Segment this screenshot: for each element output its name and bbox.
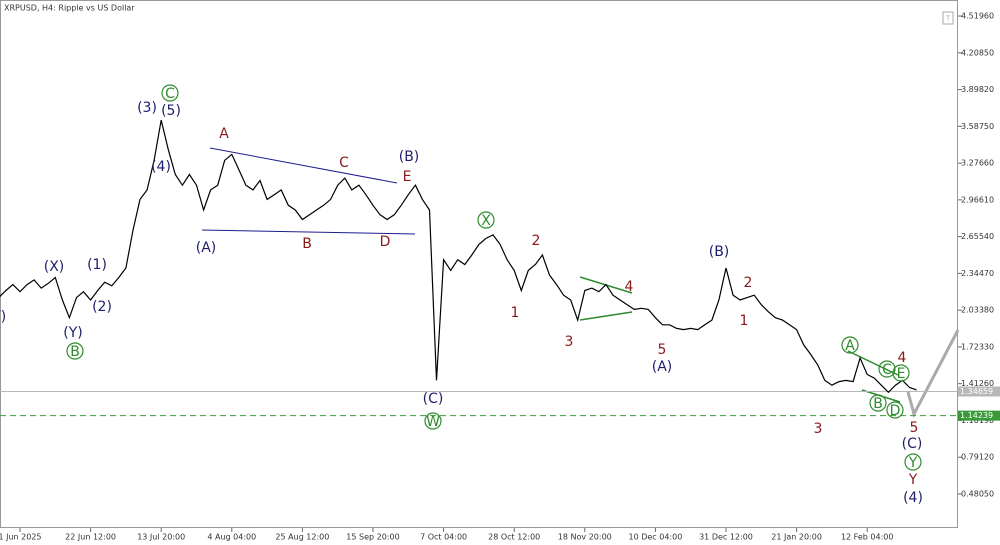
x-tick-label: 12 Feb 04:00 — [841, 533, 893, 542]
wave-label: 1 — [740, 313, 749, 329]
wave-label: (4) — [151, 159, 171, 175]
trend-line — [847, 350, 899, 376]
price-label-box — [958, 386, 1000, 397]
wave-circle — [841, 336, 859, 354]
wave-label: B — [302, 236, 312, 252]
y-tick-label: 2.03380 — [961, 306, 994, 315]
y-tick-label: 3.89820 — [961, 85, 994, 94]
x-tick-label: 21 Jan 20:00 — [771, 533, 822, 542]
x-tick-label: 10 Dec 04:00 — [628, 533, 682, 542]
scale-button-icon: T — [945, 15, 951, 23]
y-tick-label: 1.72330 — [961, 342, 994, 351]
wave-circle — [892, 364, 910, 382]
wave-label: B — [873, 396, 883, 412]
price-label: 1.14239 — [960, 411, 993, 420]
x-tick-label: 7 Oct 04:00 — [420, 533, 467, 542]
wave-circle — [161, 84, 179, 102]
wave-label: (B) — [709, 244, 730, 260]
x-tick-label: 1 Jun 2025 — [0, 533, 42, 542]
wave-label: 2 — [744, 275, 753, 291]
wave-label: D — [380, 234, 391, 250]
wave-circle — [886, 401, 904, 419]
y-tick-label: 2.34470 — [961, 269, 994, 278]
wave-label: C — [165, 86, 175, 102]
wave-label: C — [339, 155, 349, 171]
x-tick-label: 18 Nov 20:00 — [558, 533, 612, 542]
wave-label: 2 — [532, 233, 541, 249]
trend-line — [579, 311, 633, 321]
wave-label: X — [481, 213, 491, 229]
wave-label: 1 — [511, 305, 520, 321]
wave-label: (1) — [87, 257, 107, 273]
y-tick-label: 0.48050 — [961, 489, 994, 498]
wave-label: (X) — [44, 259, 65, 275]
x-tick-label: 22 Jun 12:00 — [65, 533, 116, 542]
wave-label: Y — [908, 455, 918, 471]
x-tick-label: 31 Dec 12:00 — [699, 533, 753, 542]
wave-label: A — [845, 338, 855, 354]
y-tick-label: 2.96610 — [961, 195, 994, 204]
projection — [906, 329, 960, 419]
wave-label: (3) — [137, 100, 157, 116]
wave-label: 5 — [658, 342, 667, 358]
wave-label: E — [403, 169, 412, 185]
wave-label: C — [882, 362, 892, 378]
wave-label: 4 — [898, 350, 907, 366]
price-label-box — [958, 410, 1000, 421]
chart-title: XRPUSD, H4: Ripple vs US Dollar — [4, 4, 135, 13]
plot-frame — [0, 0, 958, 528]
wave-circle — [869, 394, 887, 412]
trend-line — [201, 229, 416, 235]
wave-label: 5 — [910, 420, 919, 436]
wave-circle — [904, 453, 922, 471]
wave-label: (V) — [0, 309, 6, 325]
wave-label: (4) — [903, 490, 923, 506]
wave-circle — [477, 211, 495, 229]
wave-label: W — [426, 414, 440, 430]
wave-label: 3 — [814, 421, 823, 437]
wave-circle — [66, 342, 84, 360]
y-tick-label: 1.41260 — [961, 379, 994, 388]
x-tick-label: 13 Jul 20:00 — [137, 533, 185, 542]
wave-label: (Y) — [63, 325, 82, 341]
wave-label: A — [219, 126, 229, 142]
wave-label: (5) — [161, 103, 181, 119]
x-tick-label: 28 Oct 12:00 — [488, 533, 540, 542]
scale-button[interactable] — [942, 11, 954, 25]
trend-lines — [201, 147, 960, 419]
y-tick-label: 0.79120 — [961, 453, 994, 462]
wave-circle — [424, 412, 442, 430]
price-line-series — [0, 119, 917, 394]
wave-label: Y — [908, 472, 918, 488]
wave-label: (C) — [902, 436, 923, 452]
wave-label: E — [897, 366, 906, 382]
price-label: 1.34659 — [960, 387, 993, 396]
wave-label: (2) — [92, 299, 112, 315]
wave-label: (B) — [399, 149, 420, 165]
x-tick-label: 4 Aug 04:00 — [207, 533, 256, 542]
wave-label: (C) — [423, 391, 444, 407]
wave-label: D — [890, 403, 901, 419]
y-tick-label: 3.58750 — [961, 122, 994, 131]
wave-label: 3 — [565, 334, 574, 350]
wave-label: (A) — [196, 240, 217, 256]
x-tick-label: 25 Aug 12:00 — [275, 533, 329, 542]
x-tick-label: 15 Sep 20:00 — [346, 533, 399, 542]
wave-circle — [878, 360, 896, 378]
wave-label: (A) — [652, 359, 673, 375]
y-tick-label: 3.27660 — [961, 159, 994, 168]
wave-label: 4 — [625, 279, 634, 295]
y-tick-label: 4.51960 — [961, 12, 994, 21]
y-tick-label: 4.20850 — [961, 48, 994, 57]
wave-label: B — [70, 344, 80, 360]
y-tick-label: 2.65540 — [961, 232, 994, 241]
trend-line — [209, 147, 398, 184]
